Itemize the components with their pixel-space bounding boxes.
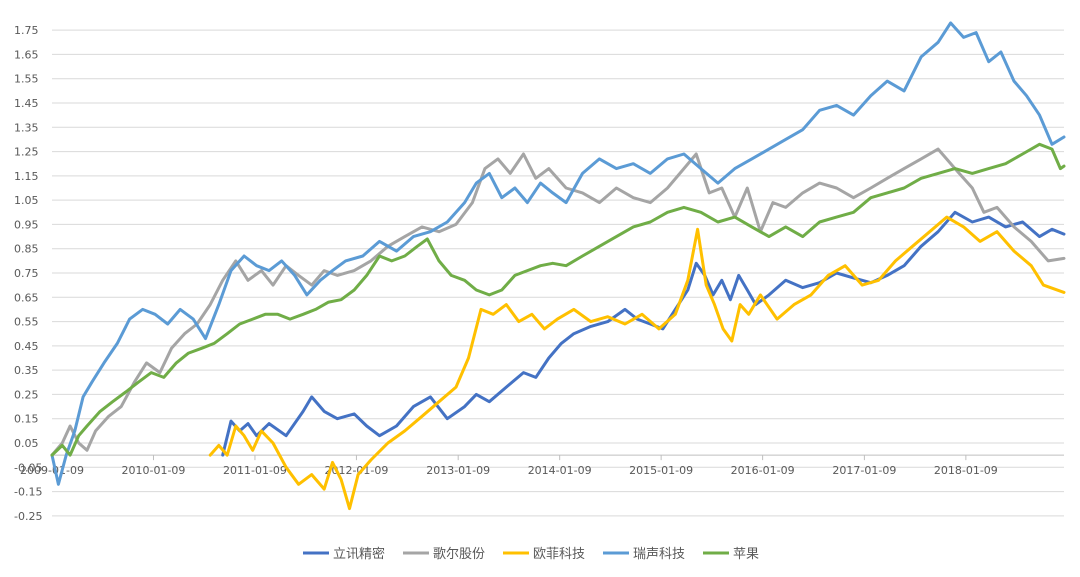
y-tick-label: 1.55 [14,73,39,86]
legend-item-1: 立讯精密 [303,546,385,562]
x-tick-label: 2012-01-09 [324,464,388,477]
legend-label: 歌尔股份 [433,547,485,562]
y-tick-label: 0.55 [14,316,39,329]
x-tick-label: 2015-01-09 [629,464,693,477]
x-tick-label: 2013-01-09 [426,464,490,477]
y-tick-label: 1.35 [14,121,39,134]
series-line-2 [50,147,1066,457]
series-line-4 [50,21,1066,486]
x-tick-label: 2017-01-09 [832,464,896,477]
x-tick-label: 2016-01-09 [731,464,795,477]
legend-label: 立讯精密 [333,546,385,562]
y-tick-label: 0.95 [14,218,39,231]
x-tick-label: 2009-01-09 [20,464,84,477]
x-tick-label: 2010-01-09 [122,464,186,477]
x-tick-label: 2018-01-09 [934,464,998,477]
x-tick-label: 2011-01-09 [223,464,287,477]
y-tick-label: 0.35 [14,364,39,377]
y-tick-label: 1.75 [14,24,39,37]
series-lines [50,21,1066,511]
legend-item-3: 欧菲科技 [503,547,585,562]
legend-item-2: 歌尔股份 [403,547,485,562]
legend-item-5: 苹果 [703,547,759,562]
y-tick-label: 0.15 [14,413,39,426]
y-tick-label: -0.05 [14,461,42,474]
y-tick-label: 1.15 [14,170,39,183]
y-tick-label: 0.05 [14,437,39,450]
y-tick-label: 0.75 [14,267,39,280]
y-tick-label: 1.45 [14,97,39,110]
legend: 立讯精密 歌尔股份 欧菲科技 瑞声科技 苹果 [303,546,759,562]
y-tick-label: -0.15 [14,486,42,499]
axes: -0.25 -0.15 -0.05 0.05 0.15 0.25 0.35 0.45 0.55 0… [14,24,1064,523]
x-tick-label: 2014-01-09 [528,464,592,477]
legend-label: 瑞声科技 [633,547,685,562]
series-line-5 [50,142,1066,457]
y-tick-label: 1.25 [14,146,39,159]
gridlines [52,29,1064,517]
y-tick-label: 0.65 [14,291,39,304]
series-line-3 [208,215,1066,511]
legend-item-4: 瑞声科技 [603,547,685,562]
y-tick-label: 0.85 [14,243,39,256]
y-tick-label: 1.65 [14,48,39,61]
y-tick-label: 1.05 [14,194,39,207]
series-line-1 [221,210,1066,457]
y-tick-label: 0.25 [14,388,39,401]
y-tick-label: 0.45 [14,340,39,353]
legend-label: 欧菲科技 [533,547,585,562]
y-tick-label: -0.25 [14,510,42,523]
legend-label: 苹果 [733,547,759,562]
